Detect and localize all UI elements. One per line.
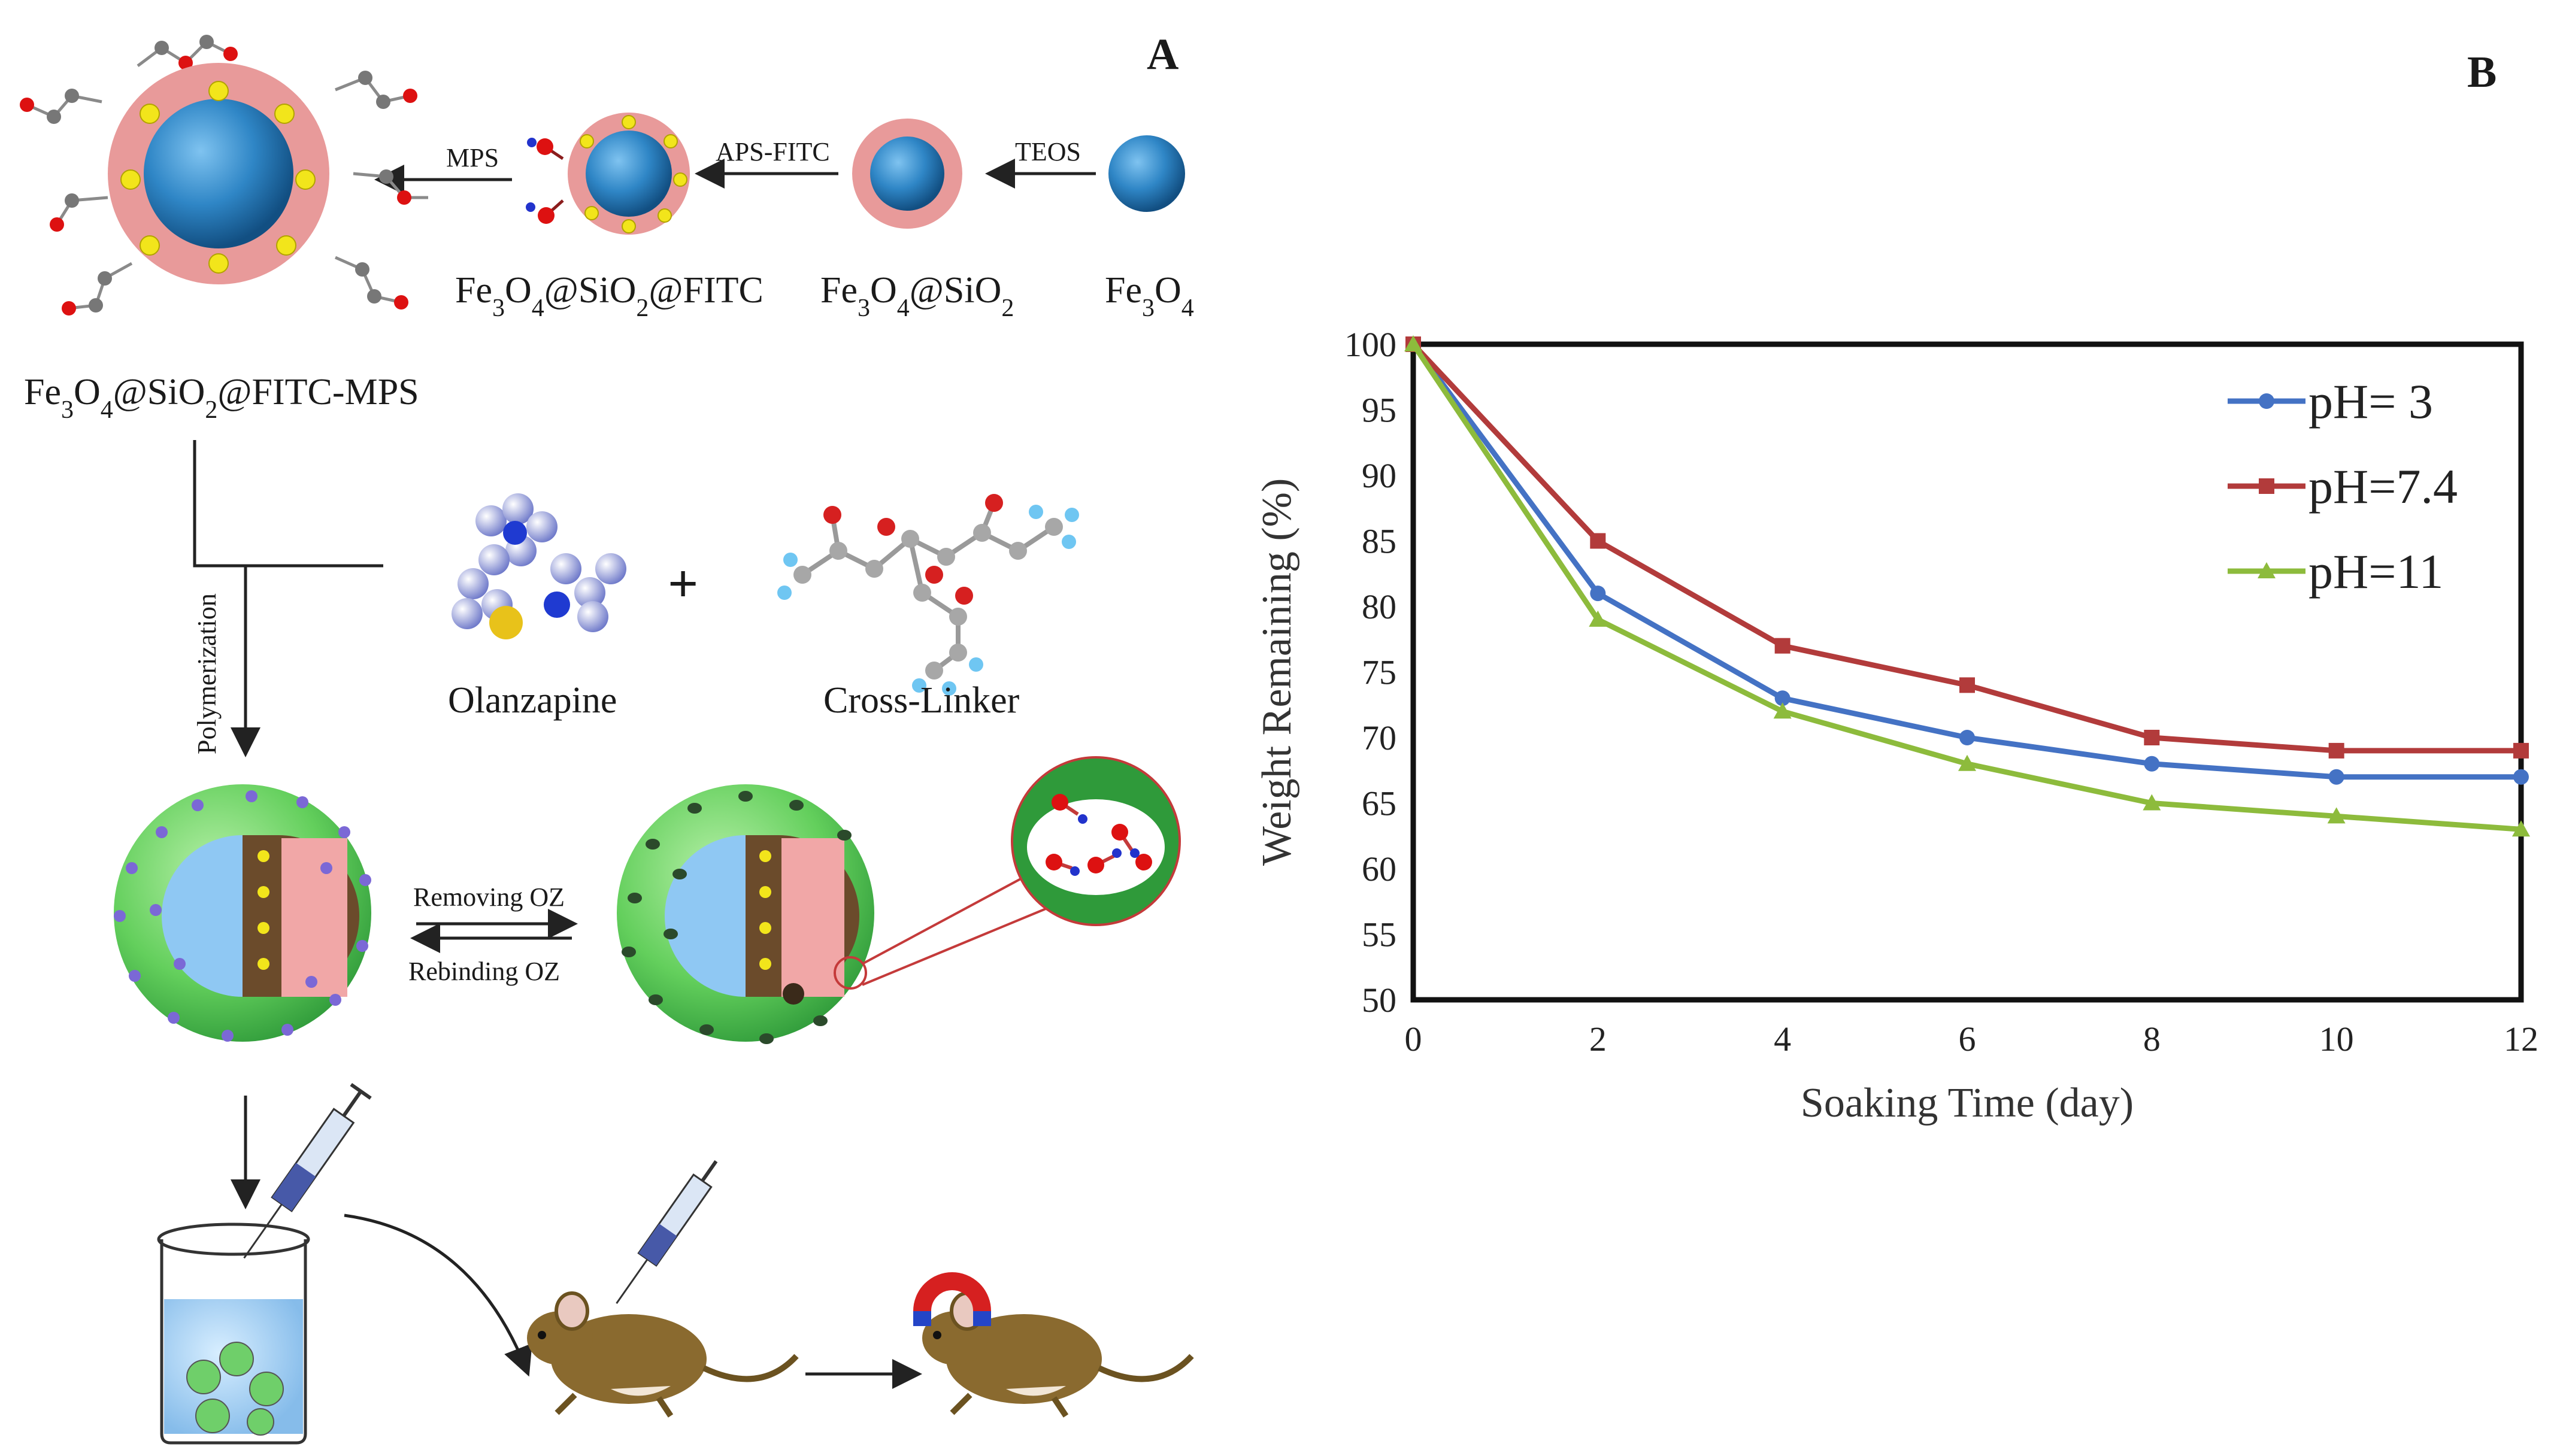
panel-a-label: A: [1147, 30, 1178, 79]
data-point: [2144, 730, 2160, 745]
rebinding-label: Rebinding OZ: [408, 957, 560, 986]
mouse-icon: [527, 1291, 799, 1418]
mouse-icon: [922, 1291, 1194, 1418]
legend-marker: [2258, 562, 2276, 578]
fe3o4-sio2-fitc-mps-label: Fe3O4@SiO2@FITC-MPS: [24, 372, 419, 424]
y-tick-label: 55: [1362, 915, 1396, 954]
data-point: [2328, 742, 2344, 759]
y-tick-label: 60: [1362, 850, 1396, 888]
panel-a: A Fe3O4 TEOS Fe3O4@SiO2 APS-FITC: [20, 30, 1194, 1445]
data-point: [2327, 807, 2346, 824]
mip-with-template: [114, 784, 371, 1042]
data-point: [1590, 586, 1606, 602]
data-point: [2512, 820, 2530, 837]
x-tick-label: 8: [2143, 1020, 2161, 1058]
fe3o4-sio2-fitc-particle: [526, 113, 690, 235]
y-tick-label: 85: [1362, 522, 1396, 561]
data-point: [2328, 769, 2344, 785]
data-point: [2144, 756, 2160, 772]
data-point: [1774, 690, 1790, 706]
fe3o4-label: Fe3O4: [1105, 270, 1194, 322]
panel-b-label: B: [2467, 48, 2497, 97]
legend-marker: [2259, 478, 2274, 494]
aps-fitc-label: APS-FITC: [716, 137, 830, 166]
plus-sign: +: [668, 554, 698, 614]
data-point: [1959, 730, 1975, 745]
x-tick-label: 6: [1959, 1020, 1976, 1058]
legend-label: pH=11: [2308, 544, 2443, 599]
y-axis-title: Weight Remaining (%): [1254, 478, 1300, 866]
removing-label: Removing OZ: [413, 882, 565, 912]
mps-label: MPS: [446, 143, 499, 172]
y-tick-label: 70: [1362, 718, 1396, 757]
fe3o4-sio2-fitc-label: Fe3O4@SiO2@FITC: [455, 270, 764, 322]
data-point: [1774, 638, 1790, 654]
fe3o4-sio2-fitc-mps-particle: [20, 35, 428, 316]
legend-label: pH=7.4: [2308, 459, 2458, 514]
magnet-icon: [913, 1272, 991, 1326]
data-point: [1959, 677, 1975, 693]
x-tick-label: 10: [2319, 1020, 2354, 1058]
inject-arrow: [344, 1214, 532, 1377]
data-point: [1404, 335, 1422, 351]
data-point: [1958, 754, 1976, 771]
y-tick-label: 50: [1362, 981, 1396, 1020]
x-axis-title: Soaking Time (day): [1801, 1080, 2134, 1126]
data-point: [2143, 794, 2161, 811]
legend-label: pH= 3: [2308, 374, 2433, 429]
x-tick-label: 0: [1405, 1020, 1422, 1058]
weight-remaining-chart: 50 55 60 65 70 75 80 85 90 95 100 0 2 4 6 8 10 12 Soaking …: [1254, 325, 2538, 1126]
beaker-icon: [157, 1223, 310, 1445]
syringe-icon: [616, 1160, 718, 1305]
y-tick-label: 75: [1362, 653, 1396, 692]
plot-frame: [1410, 341, 2524, 1003]
zoom-line-top: [862, 876, 1025, 965]
teos-label: TEOS: [1015, 137, 1081, 166]
polymerization-label: Polymerization: [192, 593, 222, 754]
x-tick-label: 4: [1774, 1020, 1791, 1058]
mip-without-template: [617, 784, 874, 1044]
x-tick-label: 12: [2504, 1020, 2538, 1058]
data-point: [2513, 769, 2529, 785]
y-tick-label: 90: [1362, 456, 1396, 495]
data-point: [2513, 742, 2529, 759]
x-tick-label: 2: [1589, 1020, 1607, 1058]
fe3o4-particle: [1108, 135, 1185, 212]
cross-linker-molecule: [777, 494, 1079, 696]
legend-marker: [2259, 393, 2274, 409]
y-tick-label: 100: [1344, 325, 1396, 364]
olanzapine-molecule: [452, 493, 626, 639]
y-tick-label: 65: [1362, 784, 1396, 823]
series-2: [1405, 336, 2529, 759]
data-point: [1773, 702, 1792, 719]
y-tick-label: 95: [1362, 391, 1396, 430]
data-point: [1589, 610, 1607, 627]
fe3o4-sio2-label: Fe3O4@SiO2: [820, 270, 1014, 322]
connector-line: [193, 440, 383, 568]
series-3: [1404, 335, 2530, 837]
olanzapine-label: Olanzapine: [448, 680, 617, 721]
syringe-icon: [243, 1082, 372, 1259]
series-1: [1405, 336, 2529, 785]
y-tick-label: 80: [1362, 587, 1396, 626]
cross-linker-label: Cross-Linker: [823, 680, 1020, 721]
panel-b: B 50 55 60 65 70 75 80 85 90 95 100 0 2 4 6 8 10 12 Soakin…: [1254, 48, 2538, 1126]
zoom-callout: [1011, 756, 1181, 926]
data-point: [1590, 533, 1606, 549]
fe3o4-sio2-particle: [852, 119, 962, 229]
